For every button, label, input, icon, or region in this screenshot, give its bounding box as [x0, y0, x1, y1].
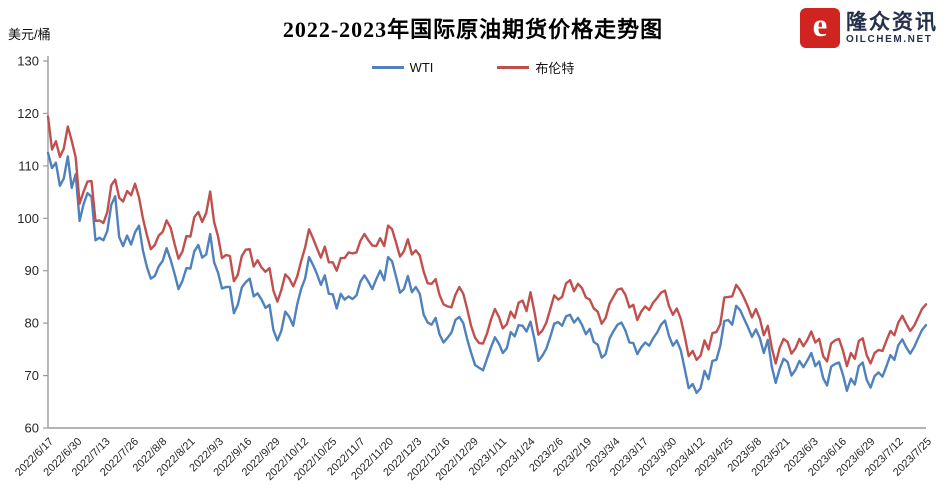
y-axis-tick-label: 120 [17, 106, 39, 121]
oilchem-logo: e 隆众资讯 OILCHEM.NET [800, 8, 938, 48]
logo-mark-glyph: e [812, 7, 828, 44]
y-axis-tick-label: 90 [25, 263, 39, 278]
chart-legend: WTI 布伦特 [0, 58, 946, 77]
legend-item-wti: WTI [371, 60, 434, 75]
logo-text: 隆众资讯 OILCHEM.NET [846, 12, 938, 45]
legend-item-brent: 布伦特 [497, 58, 574, 77]
logo-company-name: 隆众资讯 [846, 10, 938, 34]
chart-title: 2022-2023年国际原油期货价格走势图 [282, 17, 664, 42]
y-axis-tick-label: 100 [17, 211, 39, 226]
logo-domain: OILCHEM.NET [846, 33, 933, 45]
legend-label-wti: WTI [409, 60, 434, 75]
y-axis-unit-label: 美元/桶 [8, 27, 51, 42]
y-axis-tick-label: 110 [18, 158, 39, 173]
legend-label-brent: 布伦特 [535, 61, 575, 76]
series-line-wti [46, 151, 928, 395]
y-axis-tick-label: 60 [25, 421, 39, 436]
oilchem-logo-icon: e [800, 8, 840, 48]
brent-line-swatch-icon [497, 66, 530, 69]
wti-line-swatch-icon [371, 66, 404, 69]
y-axis-tick-label: 130 [17, 54, 39, 69]
y-axis-tick-label: 80 [25, 316, 39, 331]
y-axis-tick-label: 70 [25, 368, 39, 383]
series-line-brent [46, 115, 928, 368]
